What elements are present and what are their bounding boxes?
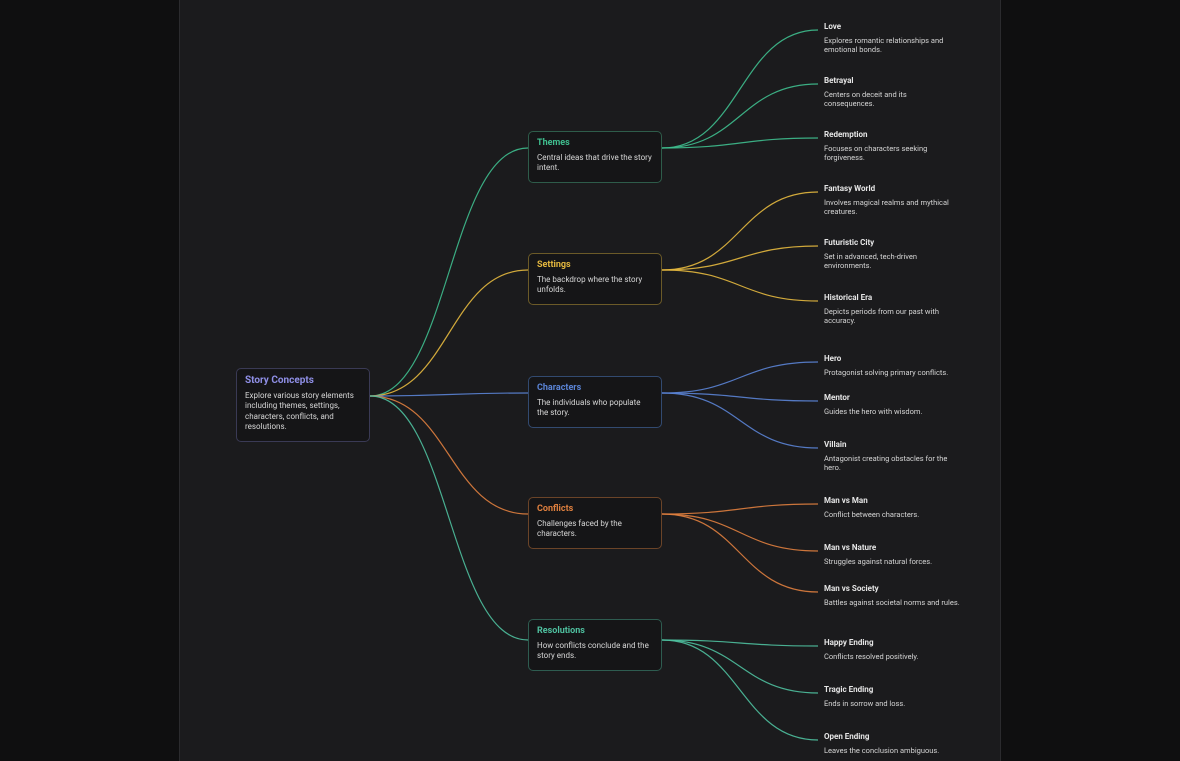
- leaf-futuristic-city-title: Futuristic City: [824, 238, 964, 248]
- branch-resolutions-desc: How conflicts conclude and the story end…: [537, 641, 653, 662]
- branch-settings[interactable]: Settings The backdrop where the story unf…: [528, 253, 662, 305]
- leaf-futuristic-city-desc: Set in advanced, tech-driven environment…: [824, 252, 964, 272]
- branch-conflicts-title: Conflicts: [537, 504, 653, 515]
- leaf-fantasy-world-title: Fantasy World: [824, 184, 964, 194]
- mindmap-link: [662, 246, 818, 270]
- leaf-man-vs-society-title: Man vs Society: [824, 584, 964, 594]
- mindmap-link: [662, 362, 818, 393]
- mindmap-link: [370, 148, 528, 396]
- mindmap-link: [662, 30, 818, 148]
- leaf-fantasy-world-desc: Involves magical realms and mythical cre…: [824, 198, 964, 218]
- leaf-tragic-ending[interactable]: Tragic Ending Ends in sorrow and loss.: [824, 685, 964, 708]
- mindmap-canvas: Story Concepts Explore various story elem…: [179, 0, 1001, 761]
- mindmap-link: [370, 396, 528, 640]
- leaf-open-ending-title: Open Ending: [824, 732, 964, 742]
- leaf-open-ending-desc: Leaves the conclusion ambiguous.: [824, 746, 964, 756]
- mindmap-link: [662, 504, 818, 514]
- mindmap-link: [370, 393, 528, 396]
- leaf-futuristic-city[interactable]: Futuristic City Set in advanced, tech-dri…: [824, 238, 964, 271]
- mindmap-link: [662, 138, 818, 148]
- leaf-villain-desc: Antagonist creating obstacles for the he…: [824, 454, 964, 474]
- leaf-redemption-desc: Focuses on characters seeking forgivenes…: [824, 144, 954, 164]
- leaf-tragic-ending-title: Tragic Ending: [824, 685, 964, 695]
- branch-characters[interactable]: Characters The individuals who populate t…: [528, 376, 662, 428]
- root-node-desc: Explore various story elements including…: [245, 391, 361, 433]
- mindmap-link: [662, 270, 818, 301]
- leaf-happy-ending-title: Happy Ending: [824, 638, 964, 648]
- leaf-betrayal[interactable]: Betrayal Centers on deceit and its conseq…: [824, 76, 954, 109]
- branch-conflicts-desc: Challenges faced by the characters.: [537, 519, 653, 540]
- mindmap-link: [662, 192, 818, 270]
- branch-resolutions[interactable]: Resolutions How conflicts conclude and th…: [528, 619, 662, 671]
- branch-themes-title: Themes: [537, 138, 653, 149]
- leaf-fantasy-world[interactable]: Fantasy World Involves magical realms and…: [824, 184, 964, 217]
- mindmap-link: [662, 393, 818, 401]
- leaf-betrayal-desc: Centers on deceit and its consequences.: [824, 90, 954, 110]
- leaf-man-vs-nature-desc: Struggles against natural forces.: [824, 557, 964, 567]
- leaf-man-vs-society[interactable]: Man vs Society Battles against societal n…: [824, 584, 964, 607]
- leaf-man-vs-society-desc: Battles against societal norms and rules…: [824, 598, 964, 608]
- leaf-man-vs-man-title: Man vs Man: [824, 496, 964, 506]
- leaf-hero-title: Hero: [824, 354, 964, 364]
- leaf-historical-era[interactable]: Historical Era Depicts periods from our p…: [824, 293, 964, 326]
- mindmap-link: [370, 270, 528, 396]
- branch-resolutions-title: Resolutions: [537, 626, 653, 637]
- leaf-tragic-ending-desc: Ends in sorrow and loss.: [824, 699, 964, 709]
- branch-characters-desc: The individuals who populate the story.: [537, 398, 653, 419]
- leaf-historical-era-title: Historical Era: [824, 293, 964, 303]
- leaf-man-vs-nature-title: Man vs Nature: [824, 543, 964, 553]
- leaf-love-desc: Explores romantic relationships and emot…: [824, 36, 954, 56]
- leaf-redemption[interactable]: Redemption Focuses on characters seeking …: [824, 130, 954, 163]
- leaf-happy-ending-desc: Conflicts resolved positively.: [824, 652, 964, 662]
- leaf-love[interactable]: Love Explores romantic relationships and …: [824, 22, 954, 55]
- root-node-title: Story Concepts: [245, 375, 361, 387]
- branch-settings-desc: The backdrop where the story unfolds.: [537, 275, 653, 296]
- leaf-mentor-title: Mentor: [824, 393, 964, 403]
- branch-characters-title: Characters: [537, 383, 653, 394]
- branch-settings-title: Settings: [537, 260, 653, 271]
- mindmap-link: [662, 640, 818, 740]
- mindmap-link: [662, 84, 818, 148]
- leaf-hero-desc: Protagonist solving primary conflicts.: [824, 368, 964, 378]
- mindmap-link: [662, 393, 818, 448]
- root-node[interactable]: Story Concepts Explore various story elem…: [236, 368, 370, 442]
- leaf-man-vs-nature[interactable]: Man vs Nature Struggles against natural f…: [824, 543, 964, 566]
- leaf-betrayal-title: Betrayal: [824, 76, 954, 86]
- leaf-man-vs-man-desc: Conflict between characters.: [824, 510, 964, 520]
- leaf-mentor-desc: Guides the hero with wisdom.: [824, 407, 964, 417]
- branch-themes[interactable]: Themes Central ideas that drive the story…: [528, 131, 662, 183]
- leaf-redemption-title: Redemption: [824, 130, 954, 140]
- leaf-villain-title: Villain: [824, 440, 964, 450]
- branch-conflicts[interactable]: Conflicts Challenges faced by the charact…: [528, 497, 662, 549]
- leaf-happy-ending[interactable]: Happy Ending Conflicts resolved positivel…: [824, 638, 964, 661]
- leaf-historical-era-desc: Depicts periods from our past with accur…: [824, 307, 964, 327]
- mindmap-link: [662, 640, 818, 646]
- leaf-love-title: Love: [824, 22, 954, 32]
- mindmap-link: [662, 514, 818, 551]
- branch-themes-desc: Central ideas that drive the story inten…: [537, 153, 653, 174]
- leaf-villain[interactable]: Villain Antagonist creating obstacles for…: [824, 440, 964, 473]
- leaf-hero[interactable]: Hero Protagonist solving primary conflict…: [824, 354, 964, 377]
- mindmap-link: [662, 514, 818, 592]
- leaf-man-vs-man[interactable]: Man vs Man Conflict between characters.: [824, 496, 964, 519]
- leaf-mentor[interactable]: Mentor Guides the hero with wisdom.: [824, 393, 964, 416]
- mindmap-link: [370, 396, 528, 514]
- mindmap-link: [662, 640, 818, 693]
- leaf-open-ending[interactable]: Open Ending Leaves the conclusion ambiguo…: [824, 732, 964, 755]
